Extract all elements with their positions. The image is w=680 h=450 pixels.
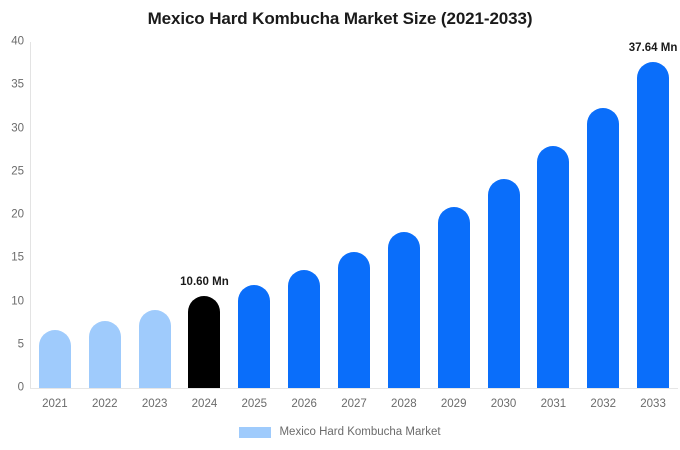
bar-2029[interactable]	[437, 207, 470, 388]
x-axis-tick-label: 2033	[640, 398, 666, 410]
bar-2022[interactable]	[88, 321, 121, 388]
value-label-2033: 37.64 Mn	[628, 42, 678, 55]
y-axis-tick-label: 25	[11, 165, 24, 177]
chart-legend: Mexico Hard Kombucha Market	[0, 426, 680, 438]
y-axis-tick-label: 10	[11, 294, 24, 307]
bar-2028[interactable]	[387, 232, 420, 388]
y-axis-line	[30, 42, 31, 389]
y-axis-tick-labels: 0 5 10 15 20 25 30 35 40	[0, 0, 24, 450]
y-axis-tick-label: 0	[17, 381, 24, 394]
x-axis-line	[30, 388, 678, 389]
x-axis-tick-label: 2025	[241, 398, 268, 410]
y-axis-tick-label: 35	[11, 78, 24, 91]
bar-2026[interactable]	[288, 270, 321, 388]
x-axis-tick-label: 2027	[341, 398, 367, 410]
legend-label: Mexico Hard Kombucha Market	[279, 426, 441, 438]
bar-2021[interactable]	[38, 330, 71, 388]
x-axis-tick-label: 2021	[42, 398, 68, 410]
bar-2032[interactable]	[587, 107, 620, 388]
bar-2030[interactable]	[487, 178, 520, 388]
y-axis-tick-label: 5	[17, 338, 24, 350]
bar-2025[interactable]	[238, 285, 271, 388]
x-axis-tick-label: 2028	[391, 398, 417, 410]
x-axis-tick-label: 2024	[191, 398, 218, 410]
chart-title: Mexico Hard Kombucha Market Size (2021-2…	[147, 9, 533, 28]
x-axis-tick-label: 2032	[590, 398, 617, 410]
x-axis-tick-label: 2031	[540, 398, 567, 410]
bar-2031[interactable]	[537, 145, 570, 388]
x-axis-tick-label: 2022	[91, 398, 118, 410]
x-axis-tick-label: 2023	[141, 398, 168, 410]
y-axis-tick-label: 20	[11, 208, 24, 221]
legend-swatch-icon	[239, 426, 272, 438]
y-axis-tick-label: 40	[11, 35, 24, 48]
bar-2023[interactable]	[138, 310, 171, 388]
x-axis-tick-label: 2029	[440, 398, 467, 410]
x-axis-tick-label: 2026	[291, 398, 317, 410]
x-axis-tick-label: 2030	[490, 398, 517, 410]
plot-area	[30, 42, 678, 388]
bar-2033[interactable]	[637, 62, 670, 388]
value-label-2024: 10.60 Mn	[180, 276, 229, 289]
bar-2024[interactable]	[188, 296, 221, 388]
y-axis-tick-label: 15	[11, 251, 24, 264]
bar-2027[interactable]	[338, 252, 370, 388]
y-axis-tick-label: 30	[11, 121, 24, 134]
